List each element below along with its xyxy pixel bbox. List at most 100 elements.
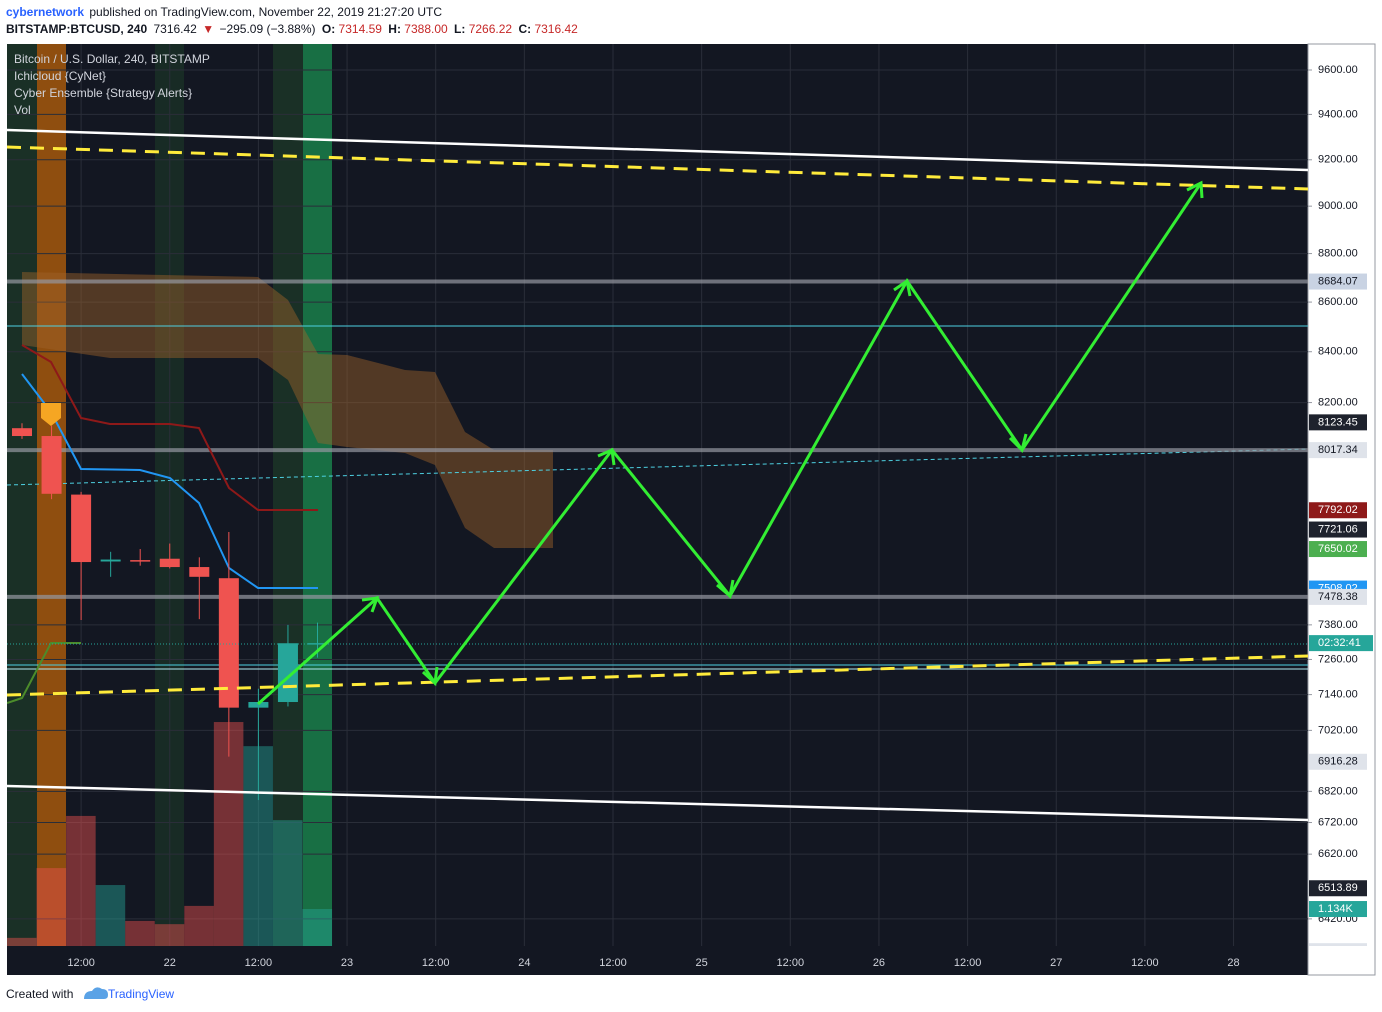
price-badge-label: 6916.28 bbox=[1318, 756, 1358, 768]
ichimoku-cloud bbox=[22, 272, 553, 548]
tenkan-line bbox=[21, 373, 318, 589]
price-badge-label: 7650.02 bbox=[1318, 543, 1358, 555]
x-tick-label: 12:00 bbox=[777, 957, 805, 969]
candle-body bbox=[189, 567, 210, 577]
price-badge-label: 6513.89 bbox=[1318, 882, 1358, 894]
price-badge-label: 8017.34 bbox=[1318, 444, 1358, 456]
channel-line bbox=[7, 145, 1308, 191]
price-badge-label: 7721.06 bbox=[1318, 523, 1358, 535]
close: 7316.42 bbox=[534, 22, 578, 36]
projection-arrows bbox=[361, 180, 1204, 687]
volume-bar bbox=[154, 924, 185, 946]
x-tick-label: 23 bbox=[341, 957, 353, 969]
candle-body bbox=[307, 643, 328, 645]
price-axis: 9600.00 9400.00 9200.00 9000.00 8800.00 8600.… bbox=[1308, 64, 1373, 957]
arrow-head bbox=[893, 278, 912, 297]
arrow-head bbox=[716, 579, 735, 599]
time-axis: 12:00 22 12:00 23 12:00 24 12:00 25 12:00 26 12:00… bbox=[67, 957, 1239, 969]
kijun-line bbox=[21, 344, 318, 511]
o-label: O: bbox=[322, 22, 335, 36]
price-badge bbox=[1309, 521, 1367, 538]
price-badge bbox=[1309, 943, 1367, 946]
price-badge-label: 7478.38 bbox=[1318, 591, 1358, 603]
h-label: H: bbox=[388, 22, 401, 36]
candle-body bbox=[41, 436, 62, 494]
volume-bar bbox=[213, 722, 244, 946]
x-tick-label: 12:00 bbox=[954, 957, 982, 969]
candle-body bbox=[12, 428, 32, 437]
plot-background bbox=[7, 44, 1308, 975]
last-price: 7316.42 bbox=[153, 22, 197, 36]
legend-entry: Cyber Ensemble {Strategy Alerts} bbox=[14, 86, 192, 100]
arrow-head bbox=[361, 596, 380, 613]
x-tick-label: 12:00 bbox=[1131, 957, 1159, 969]
volume-bar bbox=[95, 885, 126, 946]
x-tick-label: 26 bbox=[873, 957, 885, 969]
price-badge bbox=[1309, 273, 1367, 290]
price-badge bbox=[1309, 414, 1367, 431]
x-tick-label: 12:00 bbox=[67, 957, 95, 969]
publish-line: cybernetwork published on TradingView.co… bbox=[6, 5, 442, 19]
plot bbox=[7, 44, 1308, 946]
price-badge bbox=[1309, 541, 1367, 558]
volume-bar bbox=[184, 905, 214, 946]
price-badge-label: 6322.51 bbox=[1318, 945, 1358, 957]
footer-created: Created with bbox=[6, 987, 73, 1001]
y-tick-label: 8800.00 bbox=[1318, 247, 1358, 259]
footer-brand[interactable]: TradingView bbox=[108, 987, 174, 1001]
y-tick-label: 9600.00 bbox=[1318, 64, 1358, 76]
ohlc-line: BITSTAMP:BTCUSD, 240 7316.42 ▼ −295.09 (… bbox=[6, 22, 578, 36]
candle-body bbox=[248, 702, 269, 708]
y-tick-label: 8600.00 bbox=[1318, 296, 1358, 308]
y-tick-label: 7380.00 bbox=[1318, 619, 1358, 631]
price-badge-label: 8123.45 bbox=[1318, 416, 1358, 428]
direction: ▼ bbox=[202, 22, 214, 36]
legend-entry: Ichicloud {CyNet} bbox=[14, 69, 106, 83]
symbol: BITSTAMP:BTCUSD, 240 bbox=[6, 22, 147, 36]
countdown-badge bbox=[1309, 635, 1373, 652]
brand-logo[interactable] bbox=[84, 987, 108, 999]
low: 7266.22 bbox=[469, 22, 513, 36]
y-tick-label: 8200.00 bbox=[1318, 396, 1358, 408]
y-tick-label: 6620.00 bbox=[1318, 848, 1358, 860]
price-badge-label: 7792.02 bbox=[1318, 504, 1358, 516]
y-tick-label: 7140.00 bbox=[1318, 689, 1358, 701]
arrow-head bbox=[1186, 180, 1204, 199]
l-label: L: bbox=[454, 22, 465, 36]
y-tick-label: 7260.00 bbox=[1318, 653, 1358, 665]
x-tick-label: 24 bbox=[518, 957, 530, 969]
y-tick-label: 6720.00 bbox=[1318, 816, 1358, 828]
legend-entry: Bitcoin / U.S. Dollar, 240, BITSTAMP bbox=[14, 52, 210, 66]
arrow-head bbox=[597, 447, 616, 466]
trend-line bbox=[7, 784, 1308, 822]
candle-body bbox=[100, 559, 121, 562]
y-tick-label: 9200.00 bbox=[1318, 154, 1358, 166]
arrow-head bbox=[421, 666, 439, 687]
x-tick-label: 22 bbox=[164, 957, 176, 969]
price-badge bbox=[1309, 502, 1367, 519]
strategy-band bbox=[7, 44, 37, 946]
candle-body bbox=[71, 494, 92, 563]
projection-path bbox=[257, 182, 1203, 706]
author[interactable]: cybernetwork bbox=[6, 5, 84, 19]
strategy-band bbox=[273, 44, 303, 946]
c-label: C: bbox=[518, 22, 531, 36]
x-tick-label: 12:00 bbox=[245, 957, 273, 969]
candle-body bbox=[218, 578, 239, 708]
volume-label: 1.134K bbox=[1318, 903, 1354, 915]
change: −295.09 (−3.88%) bbox=[219, 22, 315, 36]
legend-entry: Vol bbox=[14, 103, 31, 117]
y-tick-label: 6820.00 bbox=[1318, 785, 1358, 797]
candle-body bbox=[159, 558, 180, 568]
y-tick-label: 8400.00 bbox=[1318, 346, 1358, 358]
price-badge bbox=[1309, 588, 1367, 605]
volume-bar bbox=[7, 937, 37, 946]
arrow-head bbox=[1008, 433, 1028, 453]
channel-line bbox=[7, 654, 1308, 697]
volume-bar bbox=[125, 920, 155, 946]
volume-bar bbox=[36, 868, 67, 946]
x-tick-label: 12:00 bbox=[599, 957, 627, 969]
high: 7388.00 bbox=[404, 22, 448, 36]
